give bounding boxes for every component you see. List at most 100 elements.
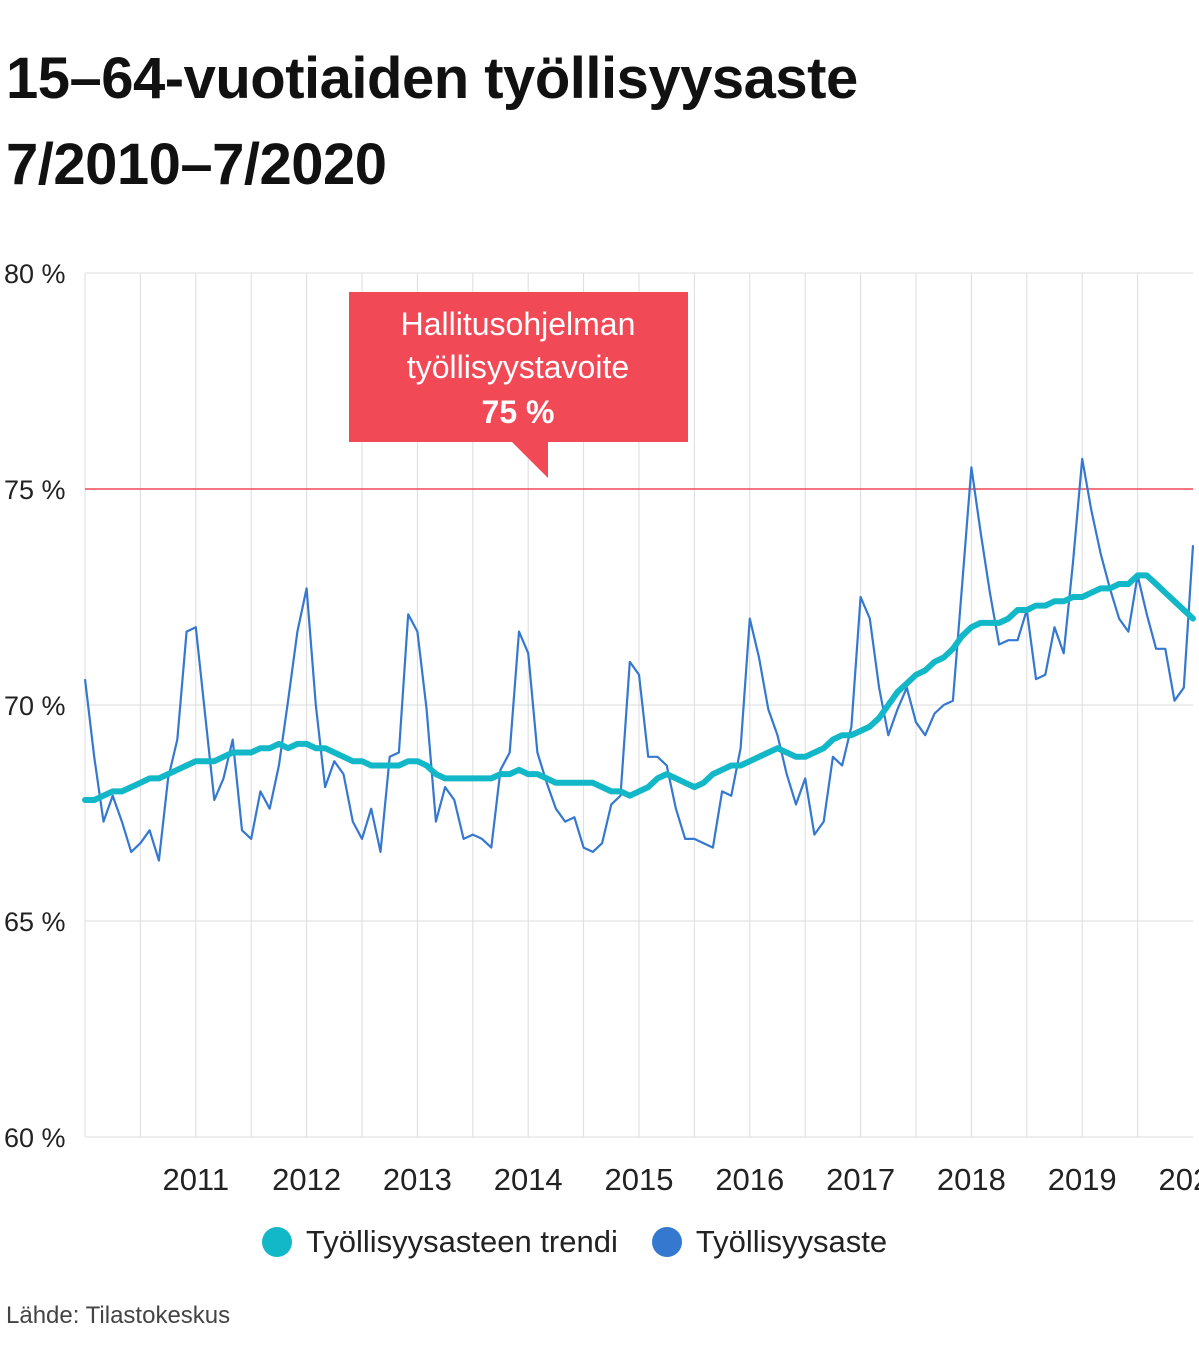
data-point-trend — [361, 760, 363, 762]
data-point-trend — [1127, 583, 1129, 585]
data-point-trend — [1146, 574, 1148, 576]
data-point-tyollisyysaste — [961, 583, 963, 585]
data-point-tyollisyysaste — [407, 613, 409, 615]
data-point-trend — [906, 682, 908, 684]
data-point-trend — [527, 773, 529, 775]
data-point-trend — [795, 756, 797, 758]
legend-dot-rate — [651, 1227, 682, 1257]
data-point-tyollisyysaste — [435, 821, 437, 823]
data-point-trend — [943, 657, 945, 659]
data-point-trend — [786, 752, 788, 754]
line-chart: 60 %65 %70 %75 %80 % 2011 2012 2013 2014 201… — [4, 259, 1199, 1197]
x-tick-label: 2015 — [605, 1162, 674, 1197]
data-point-tyollisyysaste — [832, 756, 834, 758]
data-point-tyollisyysaste — [232, 739, 234, 741]
data-point-trend — [740, 765, 742, 767]
data-point-trend — [370, 765, 372, 767]
data-point-tyollisyysaste — [610, 803, 612, 805]
x-tick-label: 2011 — [162, 1162, 229, 1197]
data-point-trend — [306, 743, 308, 745]
data-point-tyollisyysaste — [970, 466, 972, 468]
data-point-trend — [693, 786, 695, 788]
data-point-trend — [149, 777, 151, 779]
data-point-trend — [490, 777, 492, 779]
data-point-tyollisyysaste — [1118, 618, 1120, 620]
data-point-tyollisyysaste — [389, 756, 391, 758]
data-point-trend — [860, 730, 862, 732]
y-tick-label: 80 % — [4, 259, 66, 289]
data-point-trend — [1072, 596, 1074, 598]
data-point-tyollisyysaste — [943, 704, 945, 706]
data-point-trend — [1081, 596, 1083, 598]
annotation-background — [349, 292, 688, 442]
data-point-tyollisyysaste — [989, 592, 991, 594]
y-tick-label: 75 % — [4, 475, 66, 505]
data-point-tyollisyysaste — [139, 842, 141, 844]
data-point-trend — [324, 747, 326, 749]
data-point-tyollisyysaste — [223, 777, 225, 779]
data-point-trend — [1137, 574, 1139, 576]
data-point-tyollisyysaste — [204, 713, 206, 715]
data-point-tyollisyysaste — [721, 790, 723, 792]
data-point-tyollisyysaste — [684, 838, 686, 840]
data-point-tyollisyysaste — [1164, 648, 1166, 650]
data-point-tyollisyysaste — [241, 829, 243, 831]
data-point-tyollisyysaste — [472, 834, 474, 836]
data-point-tyollisyysaste — [130, 851, 132, 853]
data-point-tyollisyysaste — [269, 808, 271, 810]
data-point-trend — [296, 743, 298, 745]
data-point-tyollisyysaste — [758, 657, 760, 659]
data-point-tyollisyysaste — [629, 661, 631, 663]
data-point-tyollisyysaste — [564, 821, 566, 823]
data-point-trend — [241, 752, 243, 754]
data-point-trend — [398, 765, 400, 767]
data-point-trend — [103, 795, 105, 797]
data-point-tyollisyysaste — [121, 821, 123, 823]
data-point-trend — [195, 760, 197, 762]
data-point-trend — [518, 769, 520, 771]
data-point-tyollisyysaste — [158, 860, 160, 862]
data-point-tyollisyysaste — [823, 821, 825, 823]
data-point-trend — [841, 734, 843, 736]
data-point-tyollisyysaste — [527, 652, 529, 654]
data-point-trend — [980, 622, 982, 624]
data-point-trend — [186, 765, 188, 767]
data-point-tyollisyysaste — [1174, 700, 1176, 702]
data-point-tyollisyysaste — [1072, 561, 1074, 563]
data-point-trend — [213, 760, 215, 762]
data-point-trend — [84, 799, 86, 801]
data-point-trend — [1035, 605, 1037, 607]
chart-title-line-1: 15–64-vuotiaiden työllisyysaste — [6, 46, 858, 111]
data-point-trend — [1044, 605, 1046, 607]
data-point-tyollisyysaste — [693, 838, 695, 840]
legend-dot-trend — [262, 1227, 292, 1257]
data-point-tyollisyysaste — [1063, 652, 1065, 654]
data-point-tyollisyysaste — [998, 644, 1000, 646]
x-tick-label: 2018 — [937, 1162, 1006, 1197]
data-point-tyollisyysaste — [352, 821, 354, 823]
source-note: Lähde: Tilastokeskus — [6, 1302, 231, 1329]
data-point-trend — [721, 769, 723, 771]
data-point-tyollisyysaste — [315, 704, 317, 706]
data-point-tyollisyysaste — [1183, 687, 1185, 689]
data-point-tyollisyysaste — [1155, 648, 1157, 650]
data-point-tyollisyysaste — [444, 786, 446, 788]
data-point-trend — [176, 769, 178, 771]
data-point-trend — [647, 786, 649, 788]
data-point-trend — [924, 669, 926, 671]
data-point-trend — [730, 765, 732, 767]
annotation-line-3: 75 % — [482, 394, 555, 430]
data-point-trend — [998, 622, 1000, 624]
data-point-tyollisyysaste — [103, 821, 105, 823]
data-point-tyollisyysaste — [980, 531, 982, 533]
annotation-line-2: työllisyystavoite — [407, 349, 629, 385]
data-point-tyollisyysaste — [453, 799, 455, 801]
data-point-tyollisyysaste — [195, 626, 197, 628]
data-point-tyollisyysaste — [1127, 631, 1129, 633]
data-point-tyollisyysaste — [813, 834, 815, 836]
data-point-trend — [934, 661, 936, 663]
data-point-tyollisyysaste — [1044, 674, 1046, 676]
data-point-trend — [444, 777, 446, 779]
data-point-trend — [1054, 600, 1056, 602]
data-point-trend — [712, 773, 714, 775]
